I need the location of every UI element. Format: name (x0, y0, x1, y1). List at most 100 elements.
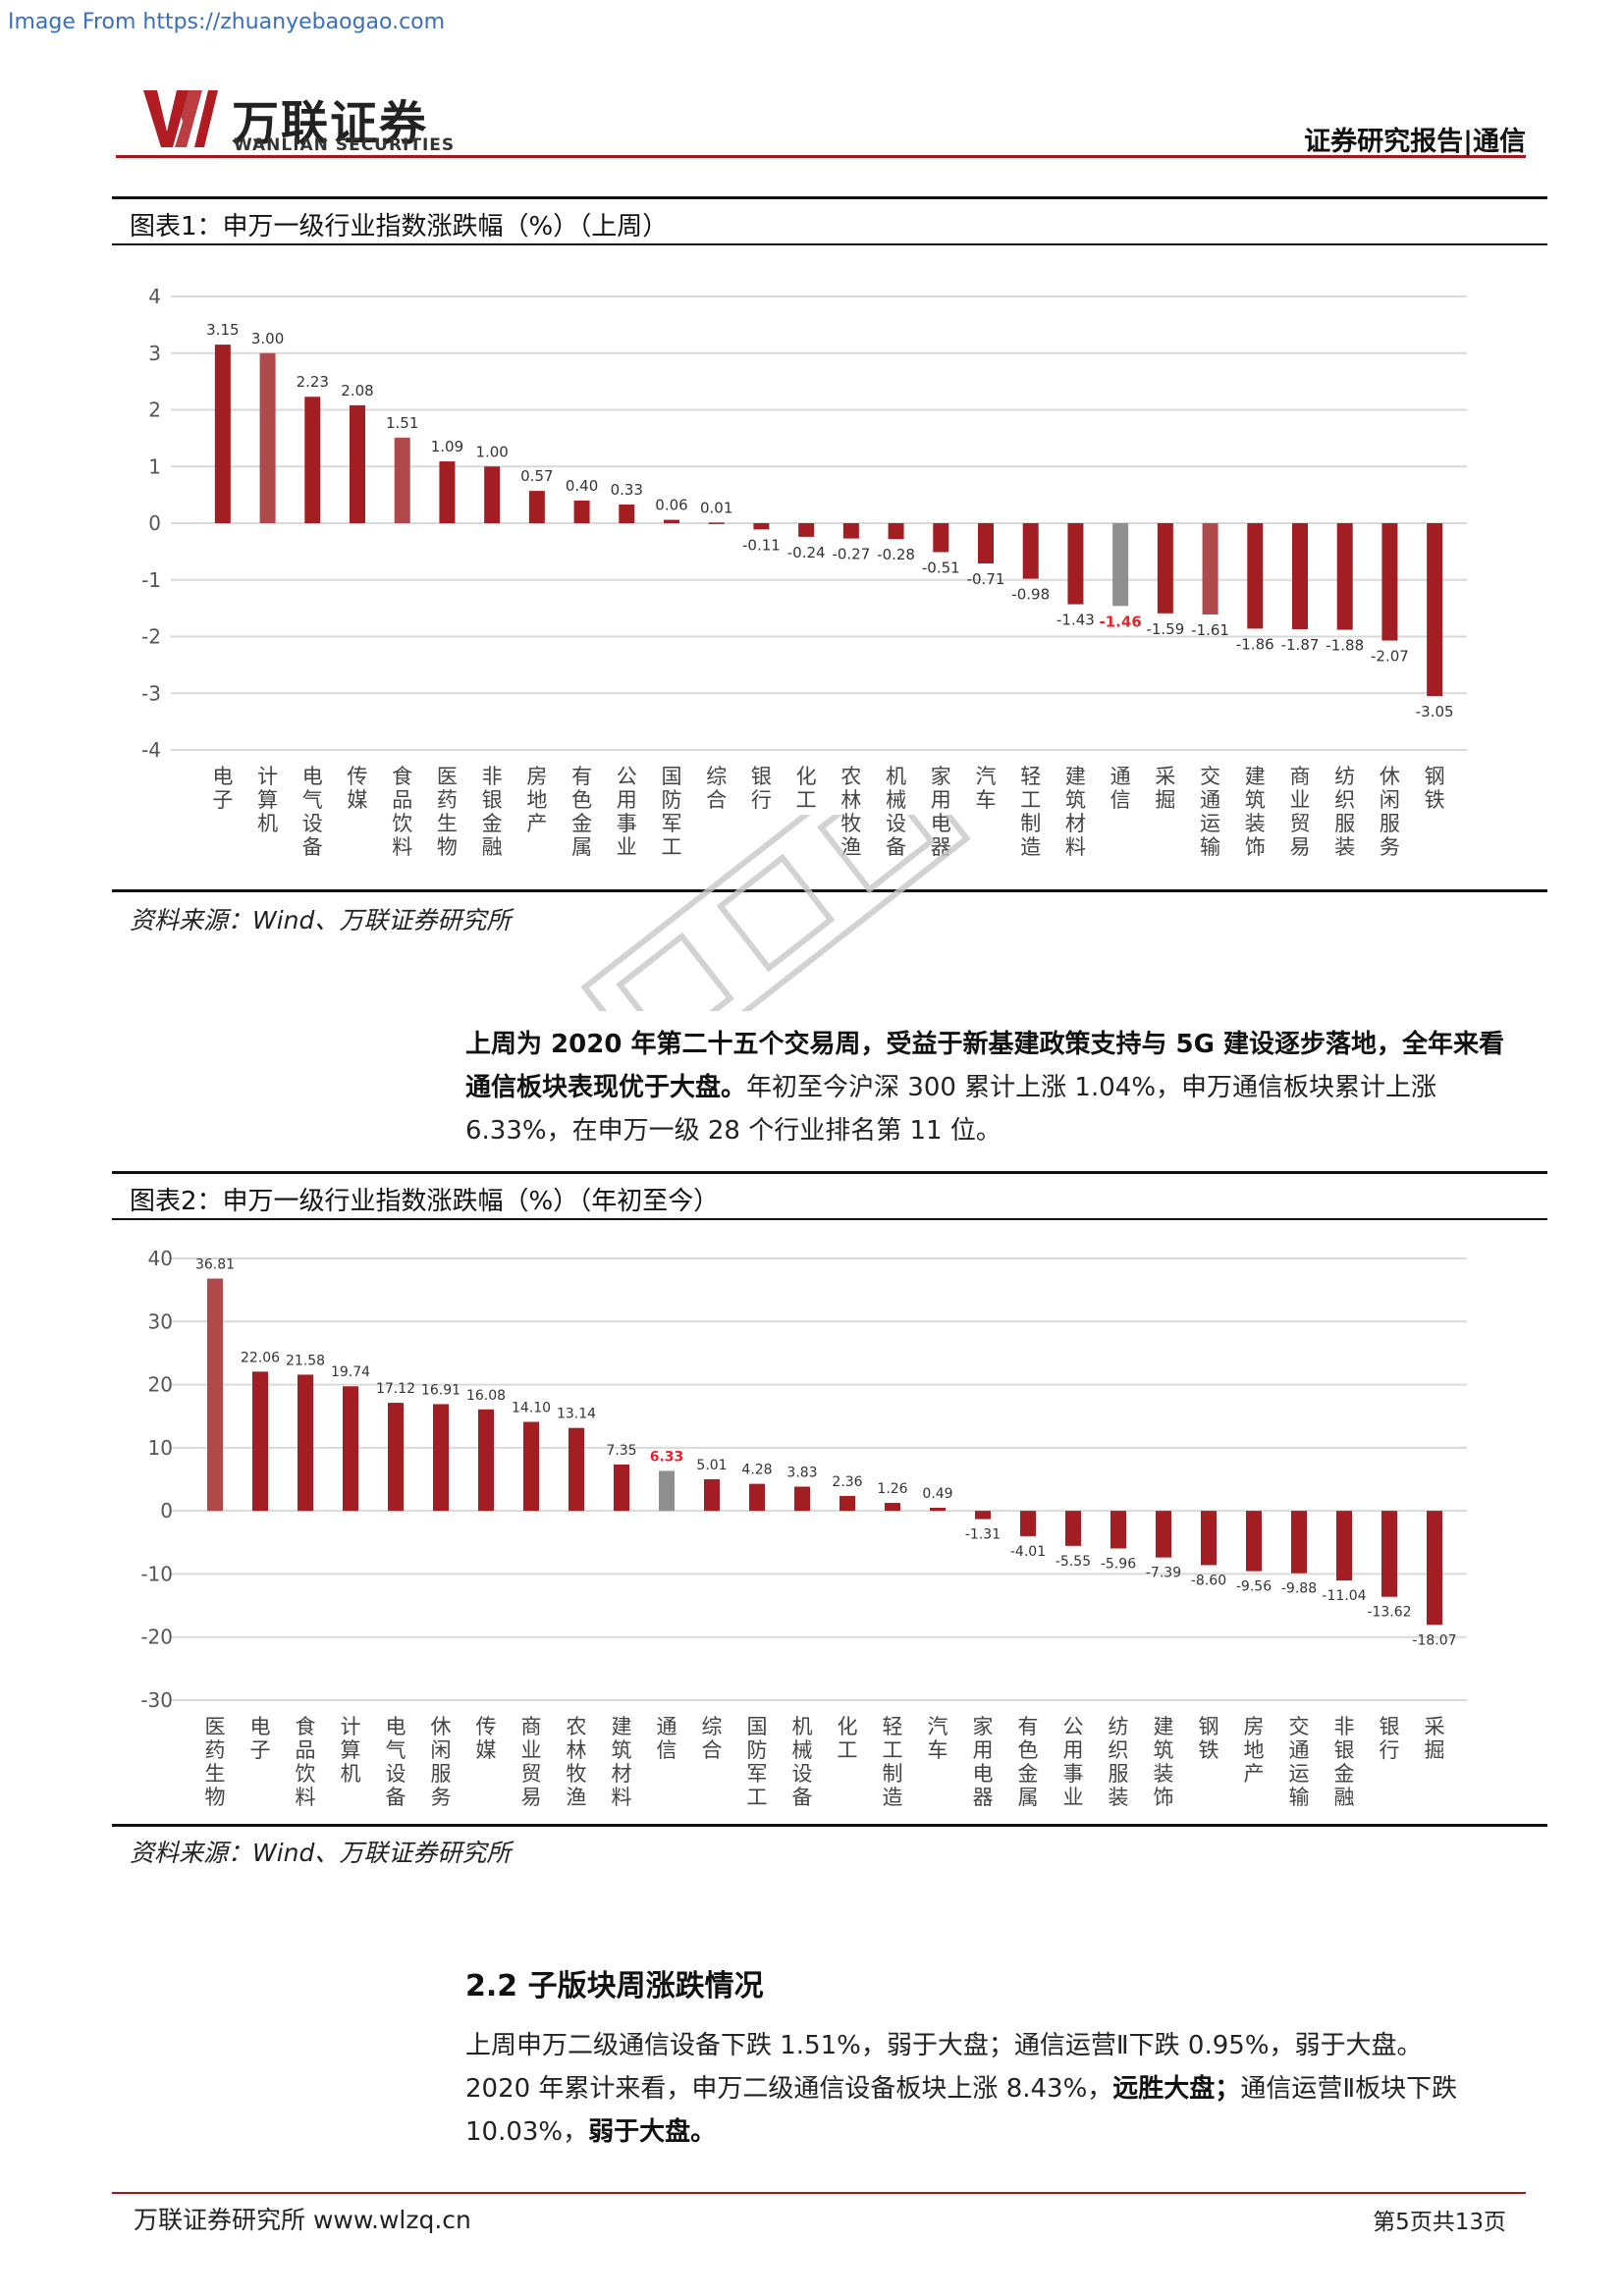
chart2-category-label: 化工 (838, 1715, 858, 1762)
chart1-bar (933, 523, 949, 553)
chart2-category-label: 轻工制造 (883, 1715, 903, 1809)
chart2-bar (388, 1403, 404, 1512)
chart2-bar (704, 1478, 720, 1512)
footer-institution: 万联证券研究所 www.wlzq.cn (134, 2206, 471, 2234)
chart2-bar (1065, 1511, 1081, 1546)
chart1-bar (842, 523, 859, 539)
chart1-bar (304, 397, 321, 523)
chart1-bar (708, 522, 725, 524)
chart1-value-label: -1.88 (1326, 637, 1364, 655)
chart1-category-label: 电气设备 (302, 765, 323, 859)
chart2-category-label: 休闲服务 (431, 1715, 452, 1809)
chart2-category-label: 商业贸易 (521, 1715, 542, 1809)
wanlian-logo-icon (143, 90, 218, 147)
chart2-bar (568, 1427, 584, 1512)
chart1-value-label: -1.43 (1056, 612, 1095, 629)
chart1-category-label: 机械设备 (886, 765, 906, 859)
chart2-category-label: 电气设备 (386, 1715, 406, 1809)
chart2-bar (1110, 1511, 1126, 1549)
paragraph-summary-rest: 年初至今沪深 300 累计上涨 1.04%，申万通信板块累计上涨 6.33%，在… (465, 1073, 1437, 1146)
chart1-category-label: 国防军工 (662, 765, 682, 859)
chart2-value-label: 4.28 (741, 1463, 772, 1478)
chart1-category-label: 轻工制造 (1020, 765, 1041, 859)
section-text-2: 2020 年累计来看，申万二级通信设备板块上涨 8.43%， (465, 2074, 1113, 2104)
chart1-bar (528, 491, 545, 523)
chart1-category-label: 房地产 (526, 765, 547, 835)
chart1-value-label: -2.07 (1371, 648, 1409, 666)
chart1-category-label: 交通运输 (1200, 765, 1220, 859)
chart2-bar (794, 1486, 810, 1512)
figure1-bottom-rule (112, 889, 1547, 892)
chart1-bar (350, 404, 365, 523)
chart2-bar (1336, 1511, 1352, 1581)
chart1-y-tick-label: -1 (141, 568, 161, 592)
chart2-category-label: 食品饮料 (296, 1715, 316, 1809)
chart2-y-tick-label: 10 (148, 1436, 173, 1460)
chart1-y-tick-label: 2 (148, 399, 161, 422)
figure1-top-rule (112, 196, 1547, 199)
chart1-bar (664, 519, 679, 523)
chart1-value-label: 3.15 (206, 321, 239, 339)
chart2-category-label: 汽车 (928, 1715, 948, 1762)
chart1-category-label: 商业贸易 (1290, 765, 1311, 859)
chart2-category-label: 建筑装饰 (1154, 1715, 1174, 1809)
chart1-value-label: -0.28 (877, 546, 915, 563)
header-divider (116, 155, 1526, 158)
figure2-source: 资料来源：Wind、万联证券研究所 (130, 1839, 512, 1867)
chart2-value-label: 2.36 (832, 1474, 862, 1490)
chart1-bar (978, 523, 994, 564)
chart2-bar (343, 1386, 358, 1512)
chart1-value-label: 0.01 (700, 499, 732, 516)
chart1-value-label: -0.71 (967, 570, 1005, 588)
chart2-value-label: -9.56 (1236, 1579, 1272, 1595)
chart1-bar (1157, 523, 1173, 614)
chart2-value-label: -7.39 (1146, 1566, 1181, 1581)
chart2-value-label: 7.35 (606, 1443, 636, 1459)
chart2-category-label: 采掘 (1425, 1715, 1445, 1762)
chart2-category-label: 纺织服装 (1109, 1715, 1129, 1809)
footer-divider (112, 2192, 1526, 2194)
chart2-bar (1381, 1511, 1397, 1597)
chart2-category-label: 医药生物 (205, 1715, 226, 1809)
chart1-bar (798, 523, 815, 537)
chart2-bar (614, 1464, 629, 1512)
chart1-category-label: 综合 (706, 765, 727, 812)
chart2-category-label: 建筑材料 (612, 1715, 632, 1809)
section-text-bold-2: 弱于大盘。 (588, 2117, 717, 2147)
chart1-value-label: -1.87 (1281, 636, 1320, 654)
chart2-value-label: -8.60 (1191, 1573, 1226, 1588)
chart1-value-label: -1.46 (1100, 613, 1142, 630)
brand-name-english: WANLIAN SECURITIES (234, 135, 456, 155)
chart1-bar (1112, 523, 1129, 607)
chart1-category-label: 有色金属 (571, 765, 592, 859)
chart2-value-label: 16.08 (466, 1388, 506, 1404)
chart2-bar (1246, 1511, 1262, 1572)
chart2-category-label: 电子 (250, 1715, 271, 1762)
report-type: 证券研究报告|通信 (1304, 127, 1526, 157)
figure2-title: 图表2：申万一级行业指数涨跌幅（%）（年初至今） (130, 1187, 720, 1216)
chart1-category-label: 农林牧渔 (840, 765, 861, 859)
chart1-category-label: 医药生物 (437, 765, 458, 859)
chart2-value-label: -9.88 (1281, 1581, 1317, 1597)
chart2-value-label: -5.96 (1101, 1556, 1136, 1572)
chart1-category-label: 化工 (796, 765, 817, 812)
chart2-bar (885, 1503, 900, 1512)
chart1-bar (214, 345, 231, 523)
chart2-value-label: -4.01 (1010, 1544, 1046, 1560)
figure2-top-rule (112, 1171, 1547, 1174)
chart2-bar (930, 1507, 946, 1512)
chart1-value-label: 1.51 (386, 414, 418, 432)
chart2-bar (975, 1511, 991, 1520)
chart2-bar (1020, 1511, 1036, 1536)
section-text-bold-1: 远胜大盘； (1112, 2074, 1241, 2104)
chart1-bar (753, 523, 770, 530)
chart1-y-tick-label: 3 (148, 342, 161, 365)
chart2-value-label: 36.81 (195, 1257, 235, 1273)
chart1-y-tick-label: 0 (148, 511, 161, 535)
chart2-bar (839, 1495, 855, 1512)
chart2-bar (252, 1371, 268, 1512)
chart1-value-label: -1.59 (1146, 620, 1184, 638)
chart1-bar (439, 461, 456, 523)
chart2-y-tick-label: 40 (148, 1247, 173, 1270)
chart2-bar (298, 1374, 313, 1512)
